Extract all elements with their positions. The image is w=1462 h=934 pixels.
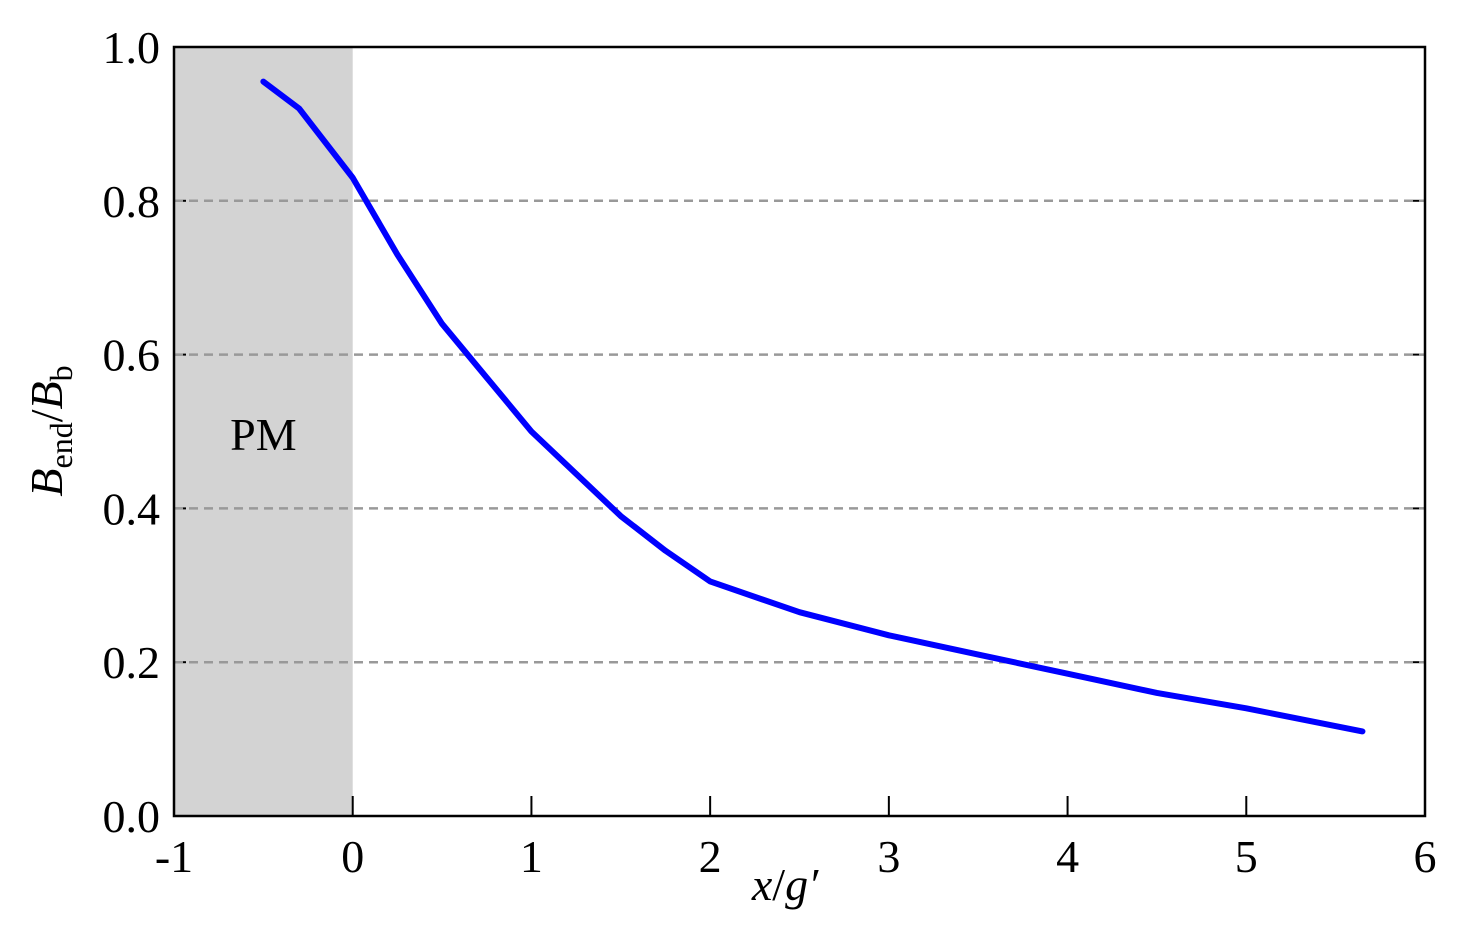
- y-label-part: /: [21, 409, 72, 422]
- data-line: [260, 78, 1366, 735]
- y-tick-label: 0.6: [103, 330, 161, 381]
- region-label: PM: [230, 409, 296, 460]
- x-tick-label: 0: [341, 831, 364, 882]
- x-tick-label: 3: [877, 831, 900, 882]
- x-tick-label: 6: [1414, 831, 1437, 882]
- plot-frame: [172, 45, 1427, 818]
- y-label-part: end: [43, 422, 79, 468]
- y-label-part: B: [21, 381, 72, 409]
- y-axis-label: Bend/Bb: [21, 365, 79, 496]
- x-label-part: ′: [808, 859, 819, 910]
- y-tick-label: 0.0: [103, 791, 161, 842]
- y-label-part: b: [43, 365, 79, 381]
- y-label-part: B: [21, 468, 72, 496]
- y-tick-label: 1.0: [103, 22, 161, 73]
- x-tick-label: 2: [699, 831, 722, 882]
- y-tick-label: 0.2: [103, 637, 161, 688]
- x-tick-label: -1: [155, 831, 193, 882]
- x-tick-label: 1: [520, 831, 543, 882]
- y-tick-label: 0.8: [103, 176, 161, 227]
- y-tick-label: 0.4: [103, 483, 161, 534]
- x-label-part: g: [785, 859, 808, 910]
- x-axis-label: x/g′: [751, 859, 819, 910]
- x-tick-label: 4: [1056, 831, 1079, 882]
- x-label-part: /: [772, 859, 785, 910]
- x-tick-label: 5: [1235, 831, 1258, 882]
- x-label-part: x: [751, 859, 773, 910]
- shaded-region: [174, 47, 353, 816]
